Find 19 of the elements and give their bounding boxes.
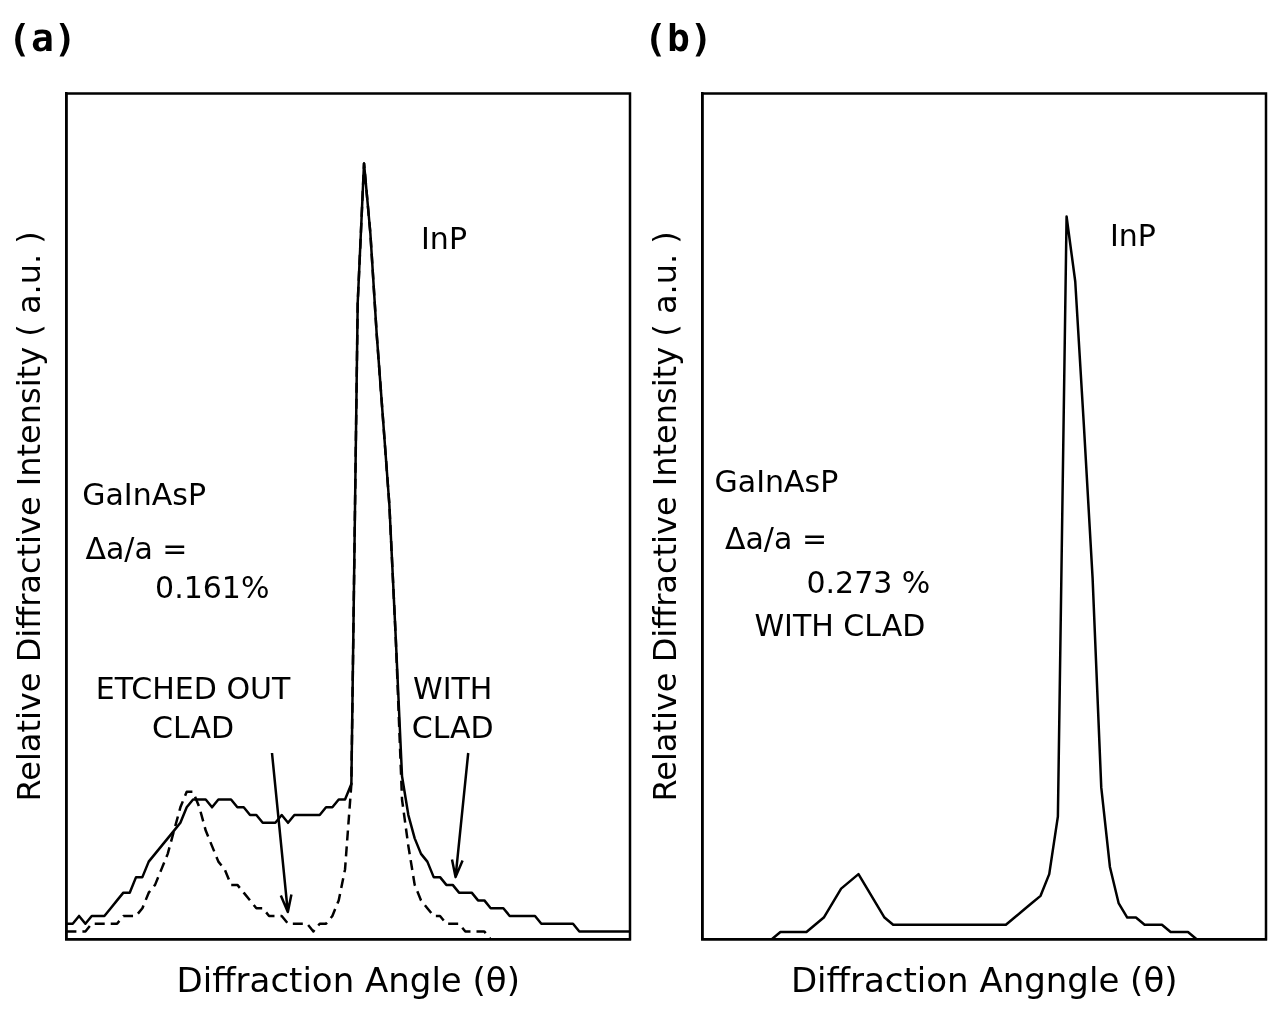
annotation: Δa/a = <box>724 521 828 557</box>
annotation: 0.273 % <box>806 564 931 600</box>
annotation: WITH CLAD <box>754 608 926 644</box>
chart-title: (a) <box>8 15 77 60</box>
annotation: GaInAsP <box>82 476 206 512</box>
x-axis-title: Diffraction Angle (θ) <box>176 960 520 1001</box>
chart-title: (b) <box>644 15 713 60</box>
annotation: InP <box>421 220 467 256</box>
annotation: Δa/a = <box>85 531 188 567</box>
annotation: CLAD <box>152 709 235 745</box>
annotation: WITH <box>412 670 493 706</box>
annotation: InP <box>1109 217 1156 253</box>
y-axis-title: Relative Diffractive Intensity ( a.u. ) <box>9 231 48 802</box>
annotation: 0.161% <box>155 569 270 605</box>
annotation: CLAD <box>411 709 494 745</box>
annotation: ETCHED OUT <box>95 670 291 706</box>
x-axis-title: Diffraction Angngle (θ) <box>790 960 1178 1001</box>
annotation: GaInAsP <box>714 463 839 499</box>
y-axis-title: Relative Diffractive Intensity ( a.u. ) <box>645 231 684 802</box>
